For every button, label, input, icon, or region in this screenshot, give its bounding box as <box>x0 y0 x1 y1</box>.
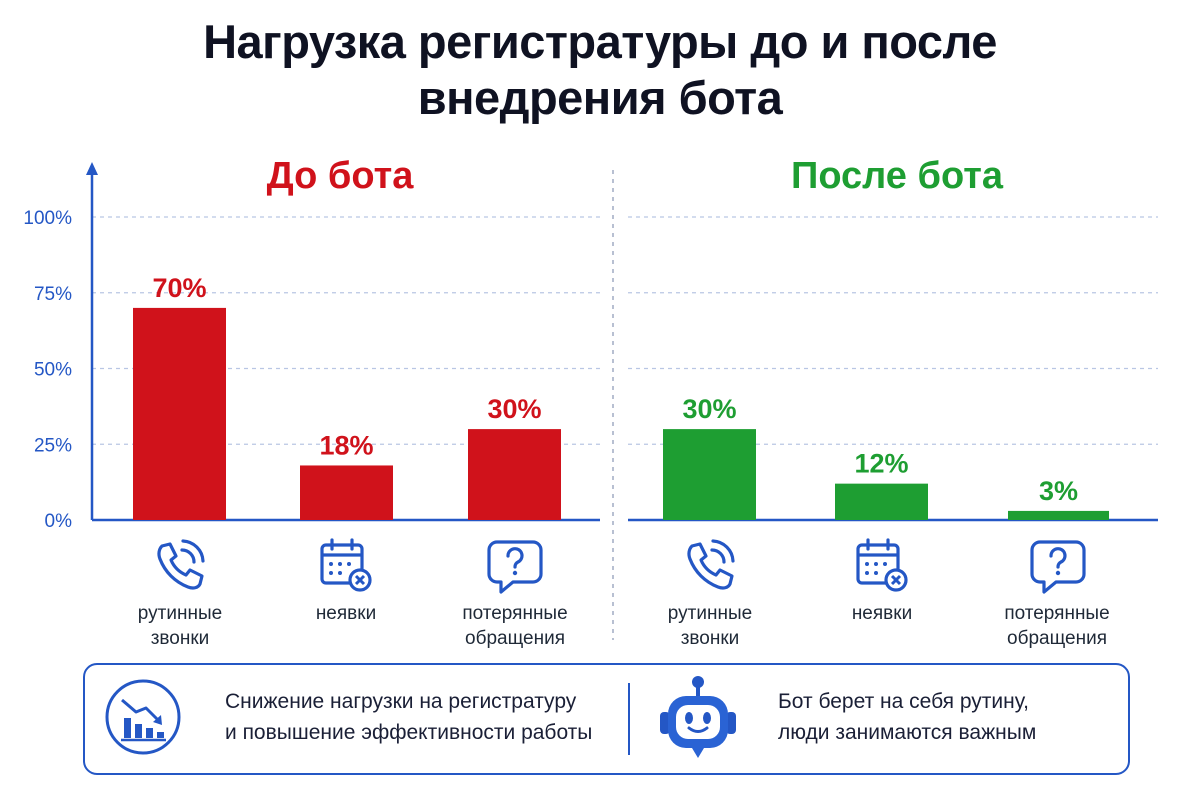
category-label: потерянные обращения <box>462 603 568 649</box>
category-label: потерянные обращения <box>1004 603 1110 649</box>
y-tick-label: 75% <box>34 284 72 305</box>
bar <box>663 429 756 520</box>
question-bubble-icon <box>1030 540 1086 594</box>
footer-right-text: Бот берет на себя рутину, люди занимаютс… <box>778 690 1037 744</box>
category-label: рутинные звонки <box>667 603 753 649</box>
bar <box>300 465 393 520</box>
y-axis-arrow <box>86 162 98 175</box>
bar <box>1008 510 1109 520</box>
calendar-missed-icon <box>856 538 908 592</box>
data-label: 70% <box>152 273 206 303</box>
footer-divider <box>628 683 630 755</box>
phone-icon <box>687 539 735 590</box>
footer-summary-box <box>83 663 1130 775</box>
page-title: Нагрузка регистратуры до и после внедрен… <box>0 14 1200 126</box>
calendar-missed-icon <box>320 538 372 592</box>
bar <box>835 483 928 520</box>
bar-chart: 0% 25% 50% 75% 100% 70% 18% 30% 30% 12% 3% <box>23 162 1158 640</box>
bar <box>468 429 561 520</box>
panel-title-before: До бота <box>266 155 414 197</box>
data-label: 12% <box>854 449 908 479</box>
y-tick-label: 25% <box>34 435 72 456</box>
category-label: неявки <box>315 603 377 624</box>
bar <box>133 307 226 520</box>
title-line-1: Нагрузка регистратуры до и после <box>203 15 997 68</box>
data-label: 30% <box>682 394 736 424</box>
robot-icon <box>660 676 736 758</box>
y-tick-label: 0% <box>45 511 73 532</box>
title-line-2: внедрения бота <box>417 71 783 124</box>
category-label: неявки <box>851 603 913 624</box>
footer-left-text: Снижение нагрузки на регистратуру и повы… <box>225 690 593 744</box>
data-label: 30% <box>487 394 541 424</box>
question-bubble-icon <box>487 540 543 594</box>
y-tick-label: 100% <box>23 208 72 229</box>
category-label: рутинные звонки <box>137 603 223 649</box>
chart-decrease-icon <box>105 679 181 755</box>
data-label: 3% <box>1039 476 1078 506</box>
data-label: 18% <box>319 430 373 460</box>
phone-icon <box>157 539 205 590</box>
y-tick-label: 50% <box>34 360 72 381</box>
panel-title-after: После бота <box>791 155 1003 197</box>
